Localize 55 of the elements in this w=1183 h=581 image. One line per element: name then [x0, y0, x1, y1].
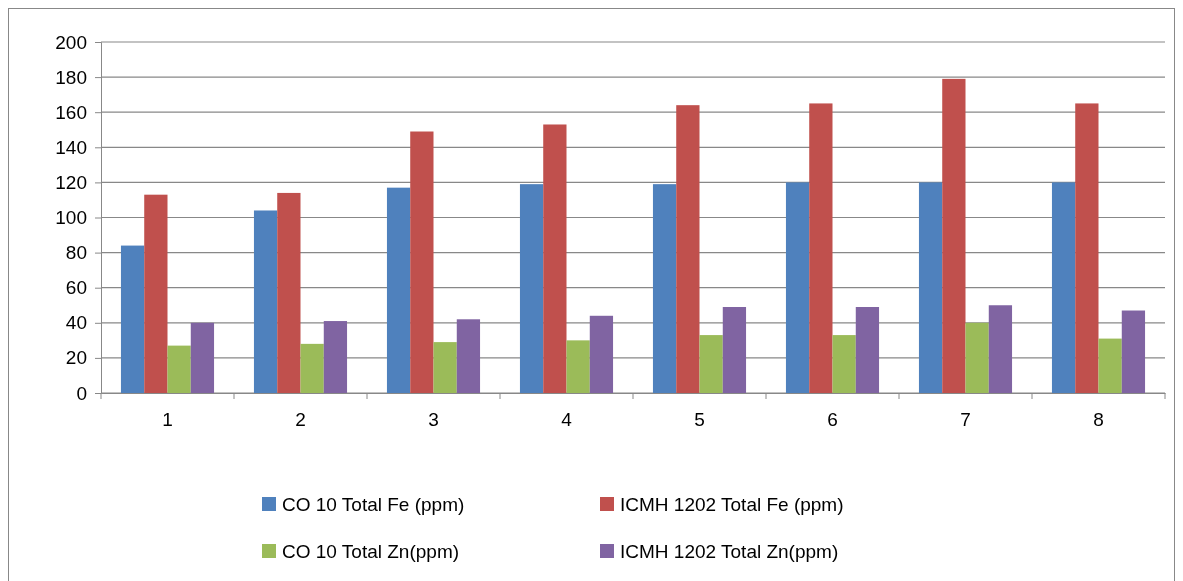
y-tick-label: 80	[65, 242, 87, 264]
bar	[323, 321, 348, 393]
bar	[433, 342, 457, 393]
bar	[1051, 182, 1076, 393]
bar	[809, 103, 833, 393]
x-tick-label: 8	[1093, 409, 1104, 431]
y-tick-label: 20	[65, 347, 87, 369]
y-tick-label: 200	[55, 31, 87, 53]
bar	[456, 319, 481, 393]
legend-label: ICMH 1202 Total Zn(ppm)	[620, 541, 839, 562]
x-tick-label: 3	[428, 409, 439, 431]
bar	[832, 335, 856, 393]
y-tick-label: 180	[55, 66, 87, 88]
x-tick-label: 6	[827, 409, 838, 431]
bar	[965, 322, 989, 393]
y-tick-label: 120	[55, 171, 87, 193]
bar	[410, 131, 434, 393]
bar	[144, 194, 168, 393]
bar	[190, 322, 215, 393]
y-tick-label: 100	[55, 207, 87, 229]
x-tick-label: 5	[694, 409, 705, 431]
x-tick-label: 2	[295, 409, 306, 431]
x-tick-label: 1	[162, 409, 173, 431]
y-tick-label: 40	[65, 312, 87, 334]
bar	[543, 124, 567, 393]
bar	[167, 345, 191, 393]
bar	[988, 305, 1013, 393]
bar	[785, 182, 810, 393]
bar	[386, 187, 411, 393]
y-tick-label: 0	[76, 382, 87, 404]
legend-label: CO 10 Total Zn(ppm)	[282, 541, 460, 562]
bar	[120, 245, 145, 393]
x-tick-label: 7	[960, 409, 971, 431]
legend-label: ICMH 1202 Total Fe (ppm)	[620, 494, 844, 515]
bar	[918, 182, 943, 393]
bar	[519, 184, 544, 393]
legend-label: CO 10 Total Fe (ppm)	[282, 494, 465, 515]
y-tick-label: 140	[55, 136, 87, 158]
bar	[277, 192, 301, 393]
bar	[1098, 338, 1122, 393]
bar	[699, 335, 723, 393]
y-tick-label: 160	[55, 101, 87, 123]
x-tick-label: 4	[561, 409, 573, 431]
bar	[589, 315, 614, 393]
y-tick-label: 60	[65, 277, 87, 299]
bar	[855, 307, 880, 393]
bar	[566, 340, 590, 393]
bar	[1121, 310, 1146, 393]
bar	[676, 105, 700, 393]
bar	[300, 343, 324, 393]
bar	[253, 210, 278, 393]
bar	[652, 184, 677, 393]
bar	[1075, 103, 1099, 393]
bar	[942, 78, 966, 393]
bar	[722, 307, 747, 393]
